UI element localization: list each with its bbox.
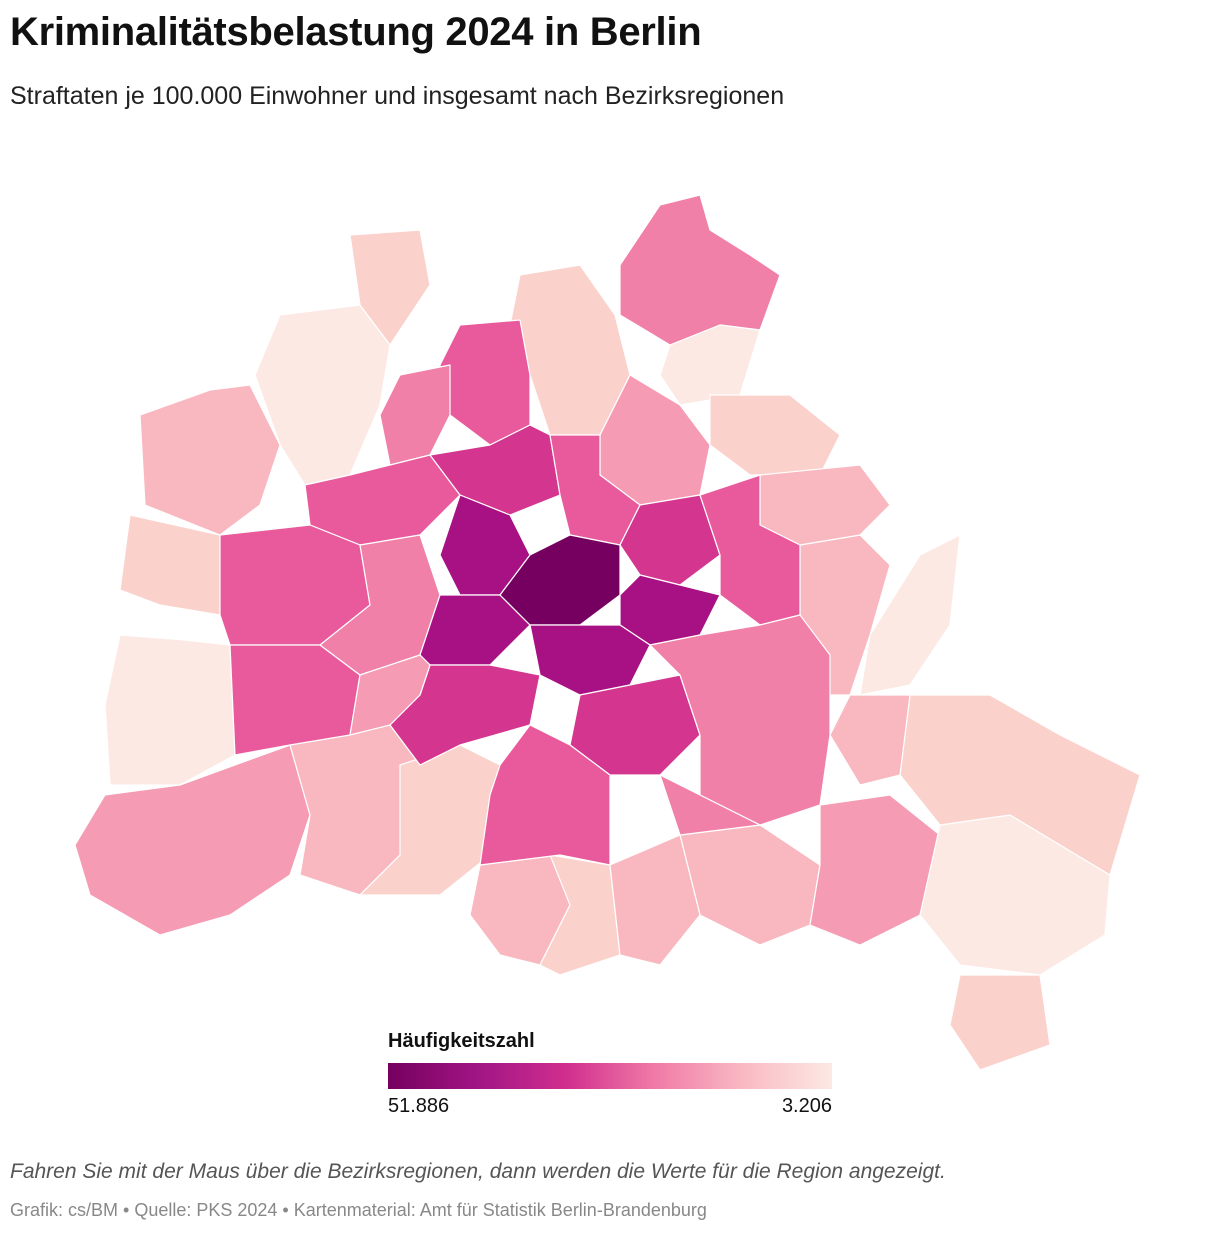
source-credits: Grafik: cs/BM • Quelle: PKS 2024 • Karte… — [10, 1200, 707, 1220]
color-legend: Häufigkeitszahl 51.886 3.206 — [388, 1030, 832, 1121]
region-treptow[interactable] — [649, 614, 831, 826]
region-mitte[interactable] — [499, 534, 621, 626]
map-subtitle: Straftaten je 100.000 Einwohner und insg… — [10, 82, 785, 110]
legend-min-value: 3.206 — [781, 1095, 832, 1117]
region-north-4[interactable] — [379, 364, 451, 466]
berlin-choropleth-map[interactable] — [60, 175, 1160, 1075]
map-title: Kriminalitätsbelastung 2024 in Berlin — [10, 10, 702, 54]
region-kreuzberg[interactable] — [529, 624, 651, 696]
region-west-1[interactable] — [139, 384, 281, 536]
region-north-east-3[interactable] — [709, 394, 841, 476]
legend-gradient-bar — [388, 1063, 832, 1089]
legend-max-value: 51.886 — [388, 1095, 450, 1117]
region-east-1[interactable] — [899, 694, 1141, 876]
region-steglitz[interactable] — [349, 654, 431, 736]
region-north-east-4[interactable] — [759, 464, 891, 546]
region-north-3[interactable] — [439, 319, 531, 446]
region-south-east-4[interactable] — [949, 974, 1051, 1071]
region-south-west-3[interactable] — [359, 744, 501, 896]
region-south-west-1[interactable] — [74, 744, 311, 936]
legend-title: Häufigkeitszahl — [388, 1030, 535, 1052]
region-east-4[interactable] — [829, 694, 911, 786]
region-lichtenrade[interactable] — [609, 834, 701, 966]
region-south-east-2[interactable] — [809, 794, 941, 946]
region-koepenick[interactable] — [659, 774, 761, 836]
hover-hint: Fahren Sie mit der Maus über die Bezirks… — [10, 1160, 946, 1183]
region-north-west-2[interactable] — [349, 229, 431, 346]
region-south-east-1[interactable] — [679, 824, 821, 946]
region-west-3[interactable] — [104, 634, 236, 786]
legend-labels: 51.886 3.206 — [388, 1095, 832, 1121]
region-north-east-1[interactable] — [619, 194, 781, 346]
region-west-2[interactable] — [119, 514, 221, 616]
